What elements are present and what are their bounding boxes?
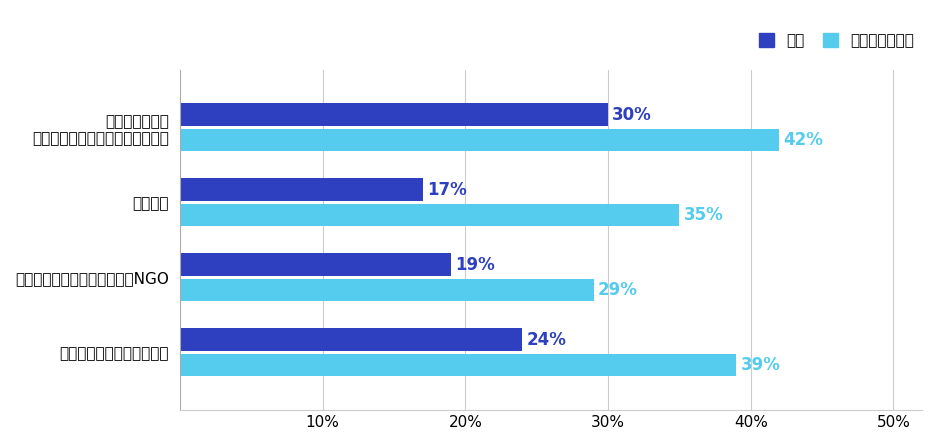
Text: 35%: 35%	[683, 206, 723, 224]
Text: 17%: 17%	[427, 181, 466, 198]
Text: 30%: 30%	[612, 106, 651, 124]
Text: 24%: 24%	[526, 331, 566, 348]
Bar	[180, 178, 422, 201]
Text: 19%: 19%	[455, 256, 494, 274]
Bar	[180, 328, 522, 351]
Bar	[180, 103, 607, 126]
Bar	[180, 354, 736, 376]
Text: 42%: 42%	[782, 131, 823, 149]
Text: 39%: 39%	[740, 356, 780, 374]
Text: 29%: 29%	[597, 281, 637, 299]
Bar	[180, 129, 779, 151]
Bar	[180, 279, 593, 301]
Bar	[180, 204, 679, 227]
Legend: 日本, グローバル全体: 日本, グローバル全体	[758, 33, 914, 48]
Bar	[180, 253, 450, 276]
